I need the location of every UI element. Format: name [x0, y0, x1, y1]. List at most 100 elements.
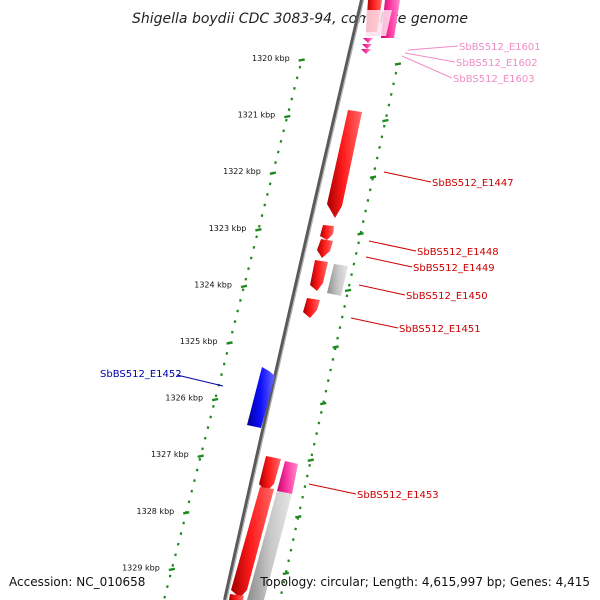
rail-dot	[241, 288, 245, 292]
major-tick-inner	[183, 511, 190, 515]
gene-label-e1602[interactable]: SbBS512_E1602	[456, 58, 538, 69]
gene-label-e1450[interactable]: SbBS512_E1450	[406, 291, 488, 302]
rail-dot	[392, 82, 395, 86]
rail-dot	[380, 135, 384, 139]
gene-label-e1449[interactable]: SbBS512_E1449	[413, 263, 495, 274]
gene-feature-e1603[interactable]	[361, 49, 371, 54]
rail-dot	[206, 426, 210, 430]
rail-dot	[195, 468, 199, 472]
rail-dot	[382, 124, 386, 128]
rail-dot	[230, 330, 234, 334]
major-tick-inner	[284, 114, 291, 119]
rail-dot	[389, 92, 393, 96]
rail-dot	[361, 220, 365, 224]
rail-dot	[338, 326, 342, 330]
rail-dot	[312, 442, 316, 446]
rail-dot	[255, 235, 258, 239]
gene-feature-e1450-red[interactable]	[310, 260, 328, 291]
rail-dot	[293, 86, 296, 90]
rail-dot	[260, 214, 264, 218]
kbp-ticks: 1320 kbp 1321 kbp 1322 kbp 1323 kbp 1324 kbp…	[122, 54, 402, 576]
topology-text: Topology: circular; Length: 4,615,997 bp…	[259, 575, 590, 589]
leader-e1450	[358, 284, 406, 296]
rail-dot	[308, 463, 311, 467]
kbp-tick-label: 1327 kbp	[151, 450, 189, 459]
major-tick-outer	[282, 571, 290, 576]
genome-backbone	[223, 0, 364, 600]
gene-label-e1601[interactable]: SbBS512_E1601	[459, 42, 541, 53]
gene-label-e1452[interactable]: SbBS512_E1452	[100, 369, 182, 380]
kbp-tick-label: 1329 kbp	[122, 563, 160, 572]
gene-label-e1447[interactable]: SbBS512_E1447	[432, 178, 514, 189]
rail-dot	[289, 548, 293, 552]
rail-dot	[373, 167, 377, 171]
rail-dot	[375, 156, 379, 160]
rail-dot	[263, 203, 267, 207]
rail-dot	[284, 118, 288, 122]
major-tick-outer	[344, 288, 352, 293]
gene-feature-lower-gray[interactable]	[247, 491, 292, 600]
kbp-tick-label: 1328 kbp	[137, 507, 175, 516]
rail-dot	[340, 315, 344, 319]
rail-dot	[222, 362, 226, 366]
leader-e1601	[407, 45, 459, 51]
major-tick-inner	[298, 58, 305, 62]
gene-feature-e1452[interactable]	[247, 367, 275, 428]
rail-dot	[315, 432, 318, 436]
gene-feature-e1448[interactable]	[320, 225, 334, 240]
leader-e1451	[350, 317, 399, 329]
major-tick-outer	[307, 458, 314, 462]
rail-dot	[331, 357, 335, 361]
rail-dot	[343, 304, 346, 308]
major-tick-inner	[226, 341, 233, 345]
major-tick-outer	[295, 515, 302, 519]
gene-label-e1448[interactable]: SbBS512_E1448	[417, 247, 499, 258]
gene-feature-e1453-pink[interactable]	[277, 461, 298, 494]
major-tick-inner	[255, 228, 262, 232]
genome-backbone-highlight	[225, 0, 365, 600]
gene-labels: SbBS512_E1601 SbBS512_E1602 SbBS512_E160…	[100, 42, 541, 501]
rail-dot	[350, 273, 353, 277]
gene-feature-e1451[interactable]	[303, 298, 320, 318]
gene-feature-lower-red-1[interactable]	[259, 456, 281, 492]
accession-text: Accession: NC_010658	[9, 575, 145, 589]
label-leader-lines	[176, 45, 459, 495]
rail-dot	[193, 479, 196, 483]
rail-dot	[354, 251, 358, 255]
rail-dot	[198, 457, 202, 461]
major-tick-outer	[382, 118, 389, 123]
rail-dot	[266, 192, 269, 196]
gene-label-e1603[interactable]: SbBS512_E1603	[453, 74, 535, 85]
rail-dot	[282, 580, 286, 584]
major-tick-outer	[319, 401, 327, 406]
gene-label-e1453[interactable]: SbBS512_E1453	[357, 490, 439, 501]
rail-dot	[187, 500, 191, 504]
gene-label-e1451[interactable]: SbBS512_E1451	[399, 324, 481, 335]
gene-feature-e1602[interactable]	[362, 44, 372, 49]
rail-dot	[179, 532, 183, 536]
kbp-tick-label: 1324 kbp	[194, 280, 232, 289]
gene-feature-lower-red-3[interactable]	[229, 594, 244, 600]
kbp-tick-label: 1325 kbp	[180, 337, 218, 346]
gene-feature-e1449[interactable]	[317, 239, 333, 258]
gene-feature-top-pale	[366, 10, 392, 36]
rail-dot	[274, 161, 277, 165]
leader-e1448	[368, 240, 417, 252]
rail-dot	[280, 591, 283, 595]
rail-dot	[291, 538, 295, 542]
gene-feature-lower-red-2[interactable]	[231, 487, 274, 598]
rail-dot	[364, 209, 367, 213]
major-tick-outer	[369, 175, 377, 179]
rail-dot	[166, 585, 169, 589]
rail-dot	[233, 320, 237, 324]
rail-dot	[319, 410, 323, 414]
rail-dot	[347, 283, 351, 287]
major-tick-outer	[357, 232, 364, 236]
rail-dot	[290, 97, 294, 101]
gene-feature-e1447[interactable]	[327, 110, 362, 218]
gene-feature-e1601[interactable]	[363, 38, 373, 43]
rail-dot	[201, 447, 204, 451]
gene-feature-e1450-gray[interactable]	[327, 264, 348, 296]
